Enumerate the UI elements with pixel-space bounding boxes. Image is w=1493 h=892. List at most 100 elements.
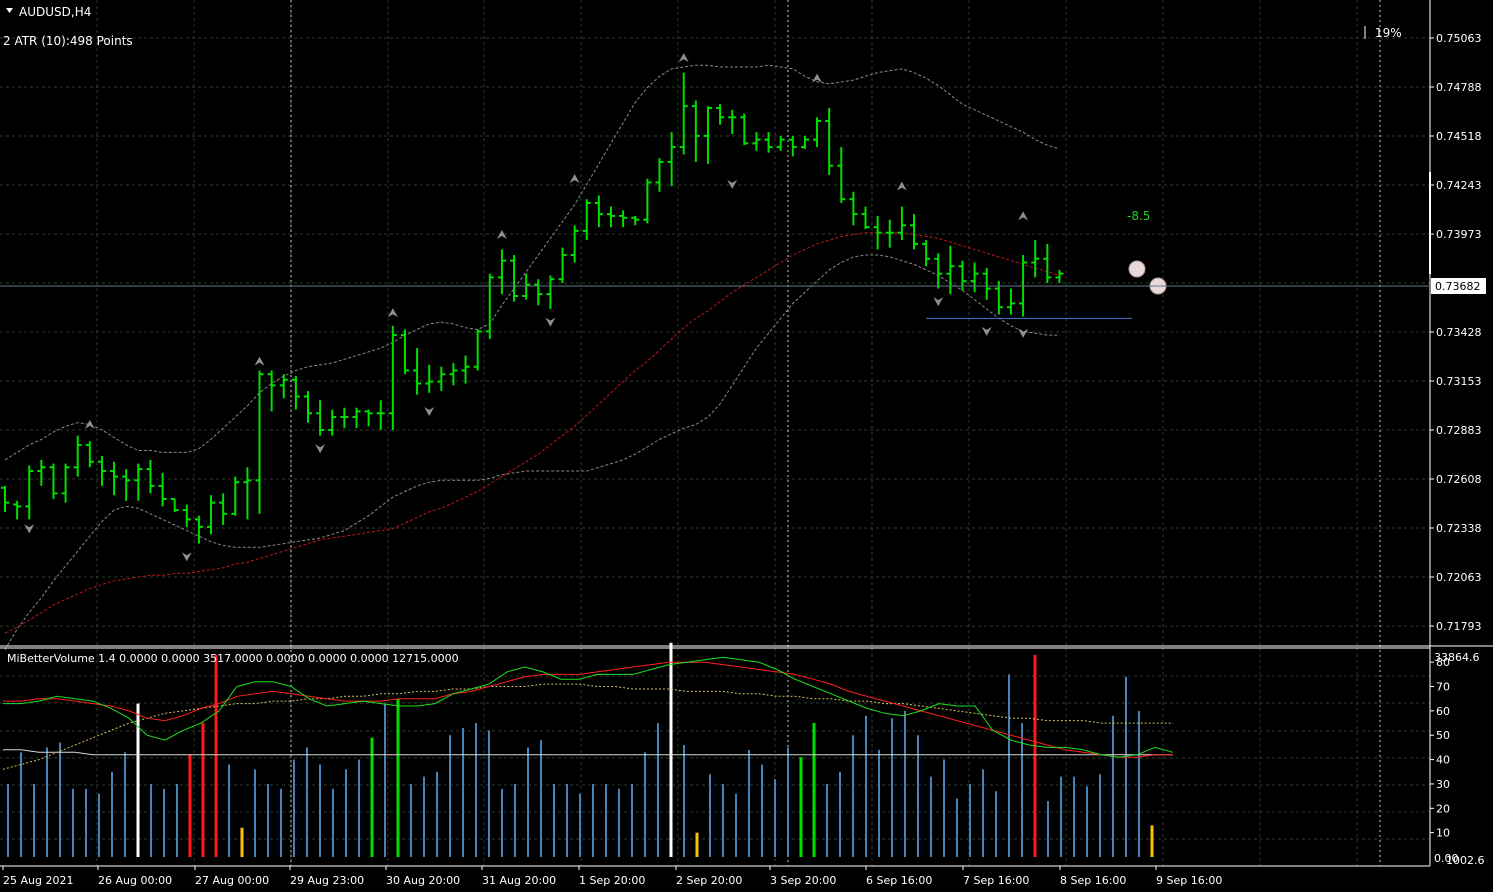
ohlc-bar (764, 132, 773, 153)
ohlc-bar (800, 135, 809, 149)
ohlc-bar (740, 113, 749, 146)
price-axis[interactable]: 0.75063 0.74788 0.74518 0.74243 0.73973 0.734… (1430, 32, 1482, 633)
price-tick-label: 0.72338 (1436, 522, 1482, 535)
fractal-down-icon (727, 179, 738, 189)
ohlc-bar (110, 461, 119, 496)
ohlc-bar (582, 199, 591, 241)
ohlc-bar (994, 281, 1003, 315)
ohlc-bar (328, 409, 337, 436)
price-tick-label: 0.71793 (1436, 620, 1482, 633)
ohlc-bar (73, 435, 82, 477)
indicator-tick-label: 80 (1436, 656, 1450, 669)
dropdown-triangle-icon[interactable] (6, 8, 13, 13)
price-tick-label: 0.74788 (1436, 81, 1482, 94)
ohlc-bar (461, 355, 470, 384)
ohlc-bar (122, 469, 131, 501)
price-bars (1, 72, 1064, 544)
ohlc-bar (703, 106, 712, 164)
current-price-box (1431, 278, 1486, 294)
time-tick-label: 26 Aug 00:00 (98, 874, 172, 887)
upper-band-line (4, 64, 1060, 461)
ohlc-bar (837, 147, 846, 203)
ohlc-bar (207, 495, 216, 535)
indicator-tick-label: 50 (1436, 729, 1450, 742)
ohlc-bar (97, 456, 106, 486)
ohlc-bar (194, 515, 203, 544)
ohlc-bar (873, 215, 882, 250)
trade-marker-icon (1128, 260, 1146, 278)
indicator-tick-label: 30 (1436, 778, 1450, 791)
ohlc-bar (255, 370, 264, 514)
indicator-tick-label: 40 (1436, 754, 1450, 767)
ohlc-bar (691, 100, 700, 162)
ohlc-bar (25, 465, 34, 520)
fractal-up-icon (812, 73, 823, 83)
volume-panel (2, 642, 1174, 857)
ohlc-bar (340, 407, 349, 429)
ohlc-bar (291, 376, 300, 410)
percent-label: 19% (1375, 26, 1402, 40)
ohlc-bar (376, 400, 385, 431)
ohlc-bar (934, 253, 943, 289)
ohlc-bar (425, 364, 434, 393)
ohlc-bar (522, 273, 531, 300)
ohlc-bar (776, 135, 785, 151)
time-tick-label: 1 Sep 20:00 (579, 874, 645, 887)
fractal-down-icon (181, 552, 192, 562)
fractal-up-icon (387, 308, 398, 318)
target-label: -8.5 (1127, 209, 1150, 223)
ohlc-bar (813, 117, 822, 148)
time-tick-label: 8 Sep 16:00 (1060, 874, 1126, 887)
ohlc-bar (219, 493, 228, 525)
ohlc-bar (922, 240, 931, 267)
ohlc-bar (473, 329, 482, 371)
ohlc-bar (849, 191, 858, 226)
ohlc-bar (437, 366, 446, 391)
ohlc-bar (546, 275, 555, 310)
ohlc-bar (958, 260, 967, 291)
ohlc-bar (13, 500, 22, 520)
atr-label: 2 ATR (10):498 Points (3, 34, 133, 48)
ohlc-bar (485, 273, 494, 339)
price-tick-label: 0.72063 (1436, 571, 1482, 584)
ohlc-bar (158, 472, 167, 507)
time-tick-label: 30 Aug 20:00 (386, 874, 460, 887)
fractal-down-icon (1018, 328, 1029, 338)
ohlc-bar (85, 441, 94, 468)
ohlc-bar (752, 132, 761, 151)
ohlc-bar (267, 370, 276, 412)
indicator-title: MiBetterVolume 1.4 0.0000 0.0000 3517.00… (7, 652, 459, 665)
indicator-min-label: 0.00 (1434, 852, 1459, 865)
time-tick-label: 27 Aug 00:00 (195, 874, 269, 887)
time-axis[interactable]: 25 Aug 2021 26 Aug 00:00 27 Aug 00:00 29 Au… (2, 866, 1222, 887)
ohlc-bar (170, 497, 179, 512)
fractal-down-icon (424, 406, 435, 416)
ohlc-bar (1043, 243, 1052, 283)
ohlc-bar (497, 249, 506, 295)
bollinger-bands (4, 64, 1133, 650)
lower-band-line (4, 254, 1060, 650)
symbol-label[interactable]: AUDUSD,H4 (19, 5, 91, 19)
ohlc-bar (679, 72, 688, 155)
indicator-tick-label: 60 (1436, 705, 1450, 718)
fractal-up-icon (496, 230, 507, 240)
ohlc-bar (946, 245, 955, 295)
time-tick-label: 2 Sep 20:00 (676, 874, 742, 887)
time-tick-label: 31 Aug 20:00 (482, 874, 556, 887)
ohlc-bar (400, 329, 409, 375)
ohlc-bar (655, 158, 664, 192)
ohlc-bar (885, 219, 894, 248)
ohlc-bar (352, 407, 361, 429)
ohlc-bar (788, 135, 797, 157)
ohlc-bar (1006, 288, 1015, 315)
ohlc-bar (558, 247, 567, 283)
ohlc-bar (716, 104, 725, 125)
ohlc-bar (316, 400, 325, 436)
volume-red-line (3, 661, 1173, 758)
time-tick-label: 7 Sep 16:00 (963, 874, 1029, 887)
price-tick-label: 0.75063 (1436, 32, 1482, 45)
indicator-tick-label: 10 (1436, 827, 1450, 840)
ohlc-bar (1055, 269, 1064, 283)
ohlc-bar (728, 109, 737, 135)
